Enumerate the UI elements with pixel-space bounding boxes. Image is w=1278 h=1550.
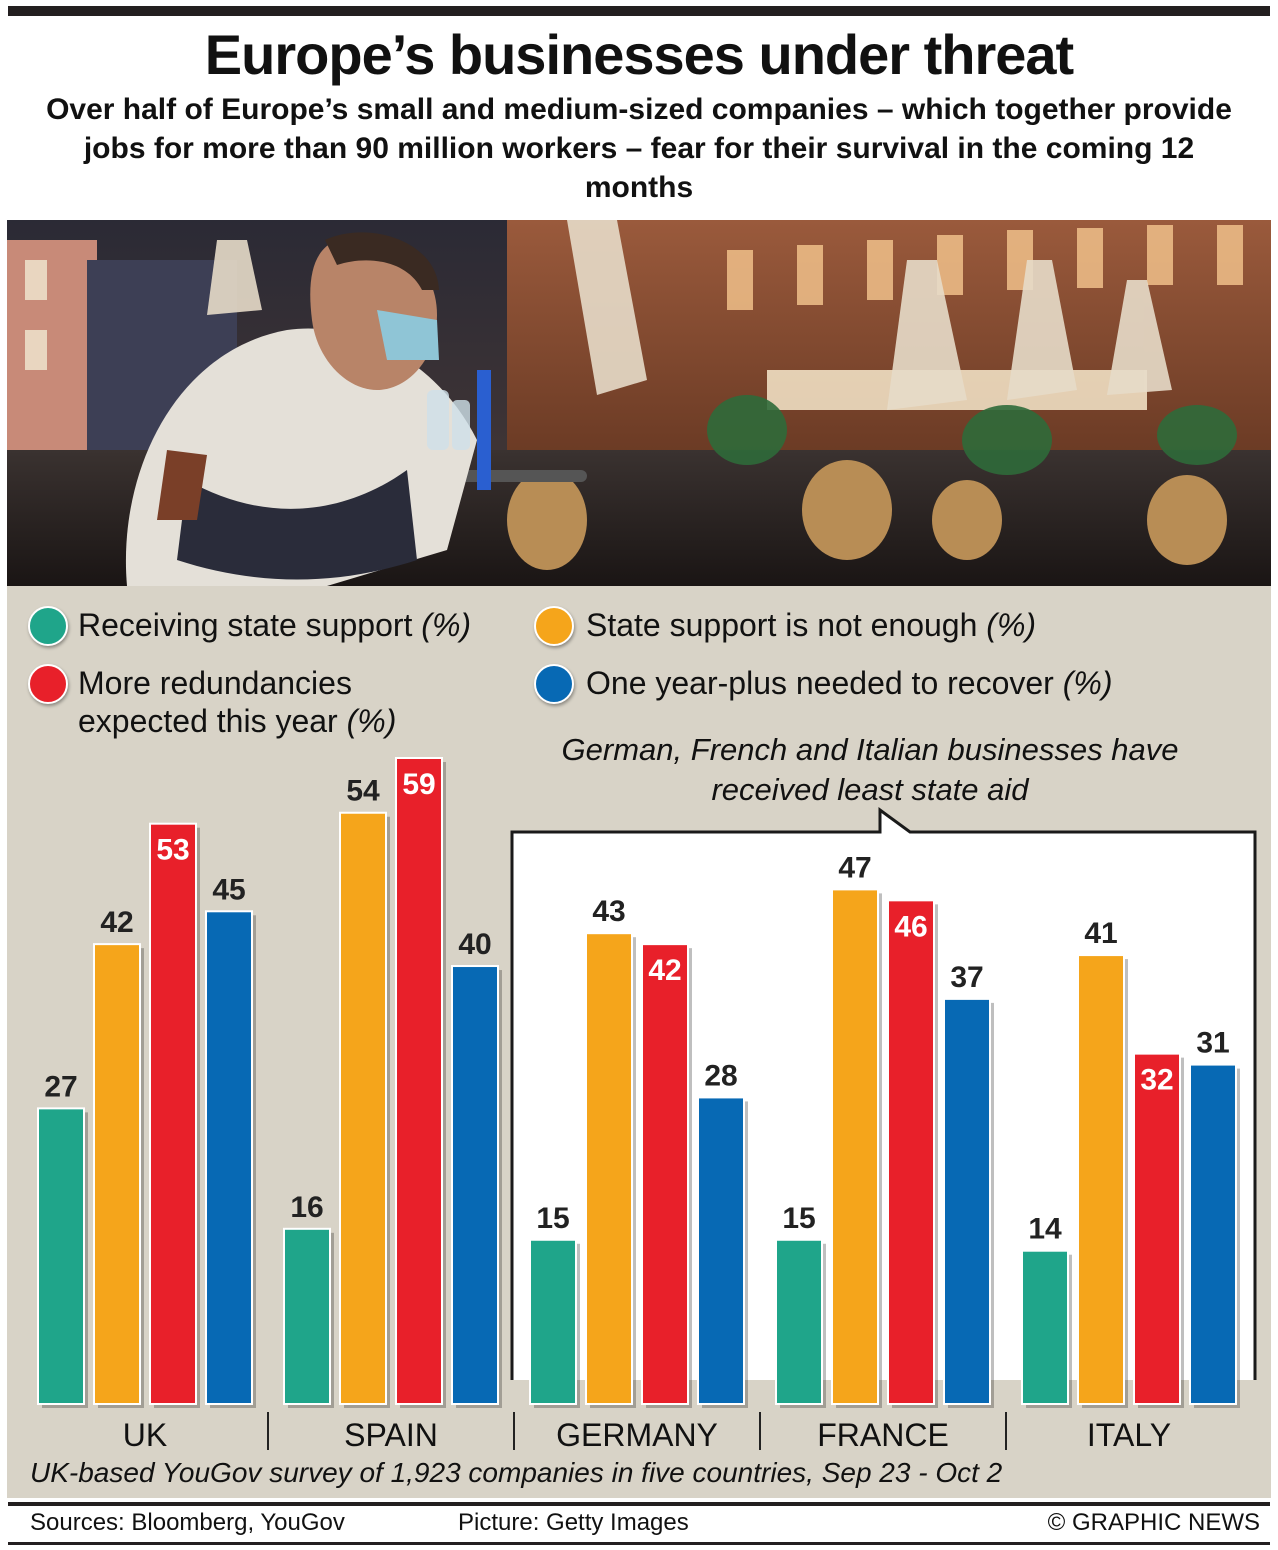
- data-label: 37: [950, 961, 983, 994]
- bar-uk-series-3: [205, 910, 253, 1405]
- picture-credit: Picture: Getty Images: [458, 1509, 689, 1536]
- bar-spain-series-1: [339, 811, 387, 1405]
- bar-germany-series-3: [697, 1096, 745, 1405]
- data-label: 40: [458, 928, 491, 961]
- bar-italy-series-1: [1077, 954, 1125, 1405]
- data-label: 28: [704, 1059, 737, 1092]
- bar-uk-series-1: [93, 943, 141, 1406]
- data-label: 16: [290, 1191, 323, 1224]
- legend-unit: (%): [346, 703, 397, 739]
- data-label: 14: [1028, 1213, 1062, 1246]
- cafe-waiter-photo: [7, 220, 1271, 586]
- bar-germany-series-0: [529, 1238, 577, 1405]
- legend-unit: (%): [421, 607, 472, 643]
- survey-note: UK-based YouGov survey of 1,923 companie…: [30, 1457, 1003, 1488]
- bar-france-series-0: [775, 1238, 823, 1405]
- legend-swatch-orange: [534, 606, 574, 646]
- legend-swatch-green: [28, 606, 68, 646]
- legend-unit: (%): [1062, 665, 1113, 701]
- category-label-germany: GERMANY: [556, 1417, 718, 1453]
- legend-swatch-blue: [534, 664, 574, 704]
- bar-france-series-3: [943, 997, 991, 1405]
- data-label: 32: [1140, 1064, 1173, 1097]
- bar-spain-series-2: [395, 757, 443, 1405]
- page-subtitle: Over half of Europe’s small and medium-s…: [46, 93, 1232, 204]
- data-label: 31: [1196, 1027, 1229, 1060]
- data-label: 15: [782, 1202, 815, 1235]
- data-label: 46: [894, 910, 927, 943]
- legend-label: Receiving state support: [78, 607, 413, 643]
- bar-uk-series-0: [37, 1107, 85, 1406]
- category-label-spain: SPAIN: [344, 1417, 438, 1453]
- bar-france-series-2: [887, 899, 935, 1405]
- bar-france-series-1: [831, 888, 879, 1405]
- bar-italy-series-0: [1021, 1249, 1069, 1406]
- category-label-italy: ITALY: [1087, 1417, 1171, 1453]
- bar-italy-series-3: [1189, 1063, 1237, 1406]
- data-label: 27: [44, 1070, 77, 1103]
- annotation-text: German, French and Italian businesses ha…: [561, 732, 1179, 807]
- category-label-france: FRANCE: [817, 1417, 949, 1453]
- legend-label: State support is not enough: [586, 607, 978, 643]
- footer-rule: [8, 1502, 1270, 1506]
- data-label: 59: [402, 768, 435, 801]
- bar-spain-series-3: [451, 965, 499, 1405]
- data-label: 53: [156, 834, 189, 867]
- data-label: 54: [346, 775, 380, 808]
- data-label: 47: [838, 851, 871, 884]
- legend-unit: (%): [986, 607, 1037, 643]
- copyright: © GRAPHIC NEWS: [1047, 1509, 1260, 1536]
- data-label: 42: [100, 906, 133, 939]
- legend-label: One year-plus needed to recover: [586, 665, 1054, 701]
- category-label-uk: UK: [123, 1417, 167, 1453]
- data-label: 41: [1084, 917, 1117, 950]
- sources: Sources: Bloomberg, YouGov: [30, 1509, 345, 1536]
- legend-label: More redundancies expected this year: [78, 665, 352, 739]
- data-label: 45: [212, 873, 245, 906]
- data-label: 15: [536, 1202, 569, 1235]
- bar-germany-series-1: [585, 932, 633, 1406]
- data-label: 43: [592, 895, 625, 928]
- data-label: 42: [648, 954, 681, 987]
- page-title: Europe’s businesses under threat: [204, 23, 1074, 86]
- bar-italy-series-2: [1133, 1052, 1181, 1405]
- bar-uk-series-2: [149, 822, 197, 1405]
- legend-swatch-red: [28, 664, 68, 704]
- top-rule: [8, 6, 1270, 16]
- bar-germany-series-2: [641, 943, 689, 1406]
- footer-rule-bottom: [8, 1542, 1270, 1545]
- bar-spain-series-0: [283, 1227, 331, 1406]
